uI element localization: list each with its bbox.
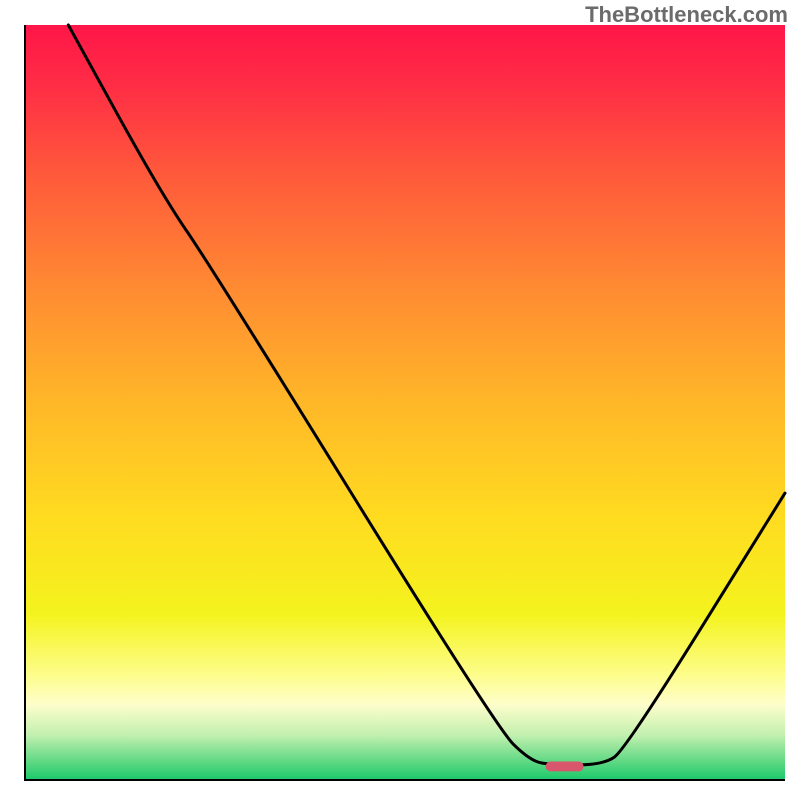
bottleneck-chart bbox=[0, 0, 800, 800]
gradient-background bbox=[25, 25, 785, 780]
watermark-text: TheBottleneck.com bbox=[585, 2, 788, 28]
chart-container: TheBottleneck.com bbox=[0, 0, 800, 800]
optimal-marker bbox=[546, 762, 584, 772]
